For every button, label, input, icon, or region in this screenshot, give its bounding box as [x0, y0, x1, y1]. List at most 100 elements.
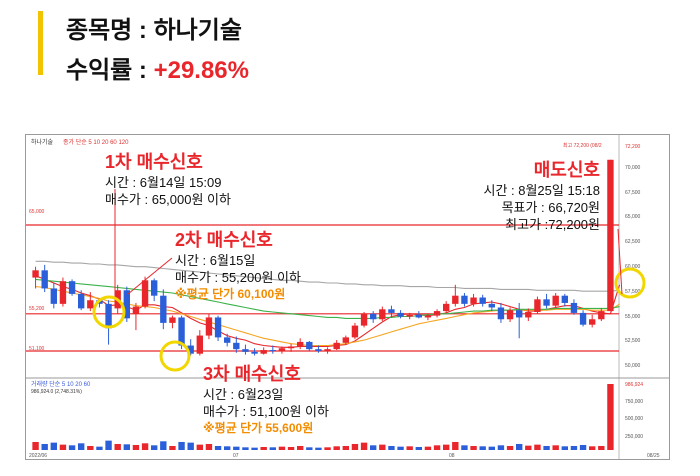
buy3-time: 시간 : 6월23일 — [203, 387, 284, 402]
volume-bar — [333, 446, 340, 450]
candle-body — [287, 346, 295, 349]
ma-line-60 — [35, 278, 620, 319]
candle-body — [534, 299, 541, 313]
buy2-avg: ※평균 단가 60,100원 — [175, 287, 286, 301]
buy1-title: 1차 매수신호 — [105, 152, 203, 172]
price-axis-label: 52,500 — [625, 338, 641, 344]
candle-body — [406, 314, 413, 317]
candle-body — [479, 297, 486, 304]
candle-body — [442, 303, 450, 312]
buy2-highlight-circle — [92, 295, 126, 329]
date-label: 07 — [233, 453, 239, 459]
hline-label-51100: 51,100 — [29, 346, 45, 352]
date-axis: 2022/06 07 08 08/25 — [29, 453, 660, 459]
stock-name: 하나기술 — [153, 17, 242, 44]
price-axis-label: 50,000 — [625, 363, 641, 369]
candle-body — [397, 312, 404, 317]
volume-bar — [607, 384, 614, 450]
price-axis-label: 57,500 — [625, 289, 641, 295]
volume-bar — [77, 443, 85, 450]
buy3-price: 매수가 : 51,100원 이하 — [203, 404, 329, 419]
candle-body — [351, 325, 359, 338]
price-axis-label: 65,000 — [625, 214, 641, 220]
candle-body — [543, 299, 550, 306]
sell-time: 시간 : 8월25일 15:18 — [483, 183, 600, 198]
candle-body — [50, 288, 58, 304]
candle-body — [205, 317, 213, 336]
candle-body — [369, 313, 377, 320]
buy1-annotation: 1차 매수신호 시간 : 6월14일 15:09 매수가 : 65,000원 이… — [105, 150, 231, 208]
candle-body — [87, 300, 94, 309]
candle-body — [515, 310, 523, 318]
volume-bar — [470, 445, 477, 450]
sell-target: 목표가 : 66,720원 — [501, 200, 600, 215]
volume-bar — [269, 447, 277, 450]
volume-bar — [315, 447, 322, 450]
volume-bar — [223, 446, 231, 450]
volume-legend: 거래량 단순 5 10 20 60 — [31, 380, 91, 388]
volume-bar — [506, 445, 514, 450]
candle-body — [461, 295, 468, 304]
candle-body — [178, 317, 185, 346]
buy3-avg: ※평균 단가 55,600원 — [203, 421, 314, 435]
volume-bar — [41, 443, 48, 450]
volume-bar — [397, 446, 404, 450]
volume-bar — [369, 445, 377, 450]
volume-bar — [214, 445, 222, 450]
candle-body — [342, 337, 350, 343]
candle-body — [388, 309, 395, 313]
price-axis-label: 70,000 — [625, 165, 641, 171]
volume-bar — [251, 447, 258, 450]
volume-bar — [278, 446, 286, 450]
stock-name-row: 종목명 : 하나기술 — [66, 10, 242, 45]
buy3-title: 3차 매수신호 — [203, 364, 301, 384]
candle-body — [360, 313, 368, 326]
volume-bar — [150, 445, 158, 450]
buy1-time: 시간 : 6월14일 15:09 — [105, 175, 222, 190]
candle-body — [570, 302, 578, 313]
chart-legend: 하나기술 — [31, 138, 54, 146]
header: 종목명 : 하나기술 수익률 : +29.86% — [0, 0, 700, 100]
volume-bars — [32, 384, 614, 450]
volume-axis-label: 250,000 — [625, 434, 643, 440]
volume-bar — [342, 445, 350, 450]
volume-bar — [242, 447, 249, 450]
volume-bar — [360, 442, 368, 450]
candle-body — [77, 293, 85, 309]
volume-axis-label: 500,000 — [625, 416, 643, 422]
buy3-annotation: 3차 매수신호 시간 : 6월23일 매수가 : 51,100원 이하 ※평균 … — [203, 362, 329, 437]
candle-body — [187, 345, 194, 354]
candle-body — [470, 297, 477, 304]
candle-body — [59, 281, 67, 304]
volume-bar — [415, 446, 423, 450]
price-axis-label: 60,000 — [625, 264, 641, 270]
candle-body — [607, 159, 614, 312]
buy2-title: 2차 매수신호 — [175, 230, 273, 250]
sell-pointer — [617, 228, 623, 295]
volume-bar — [488, 446, 496, 450]
volume-bar — [598, 445, 605, 450]
candle-body — [251, 351, 258, 354]
volume-bar — [534, 444, 541, 450]
candlesticks — [32, 159, 614, 356]
candle-body — [278, 348, 286, 351]
buy1-price: 매수가 : 65,000원 이하 — [105, 192, 231, 207]
price-axis-label: 67,500 — [625, 190, 641, 196]
date-label: 2022/06 — [29, 453, 47, 459]
volume-bar — [306, 447, 313, 450]
candle-body — [315, 349, 322, 351]
candle-body — [452, 295, 459, 304]
volume-bar — [105, 440, 112, 450]
buy2-time: 시간 : 6월15일 — [175, 253, 256, 268]
candle-body — [579, 312, 587, 325]
volume-bar — [296, 445, 304, 450]
stock-name-label: 종목명 : — [66, 17, 154, 44]
volume-bar — [160, 441, 167, 450]
volume-bar — [433, 445, 441, 450]
candle-body — [196, 335, 204, 354]
ma-line-120 — [35, 260, 620, 292]
volume-bar — [287, 446, 295, 450]
volume-bar — [388, 445, 395, 450]
candle-body — [415, 314, 423, 318]
candle-body — [324, 349, 331, 351]
